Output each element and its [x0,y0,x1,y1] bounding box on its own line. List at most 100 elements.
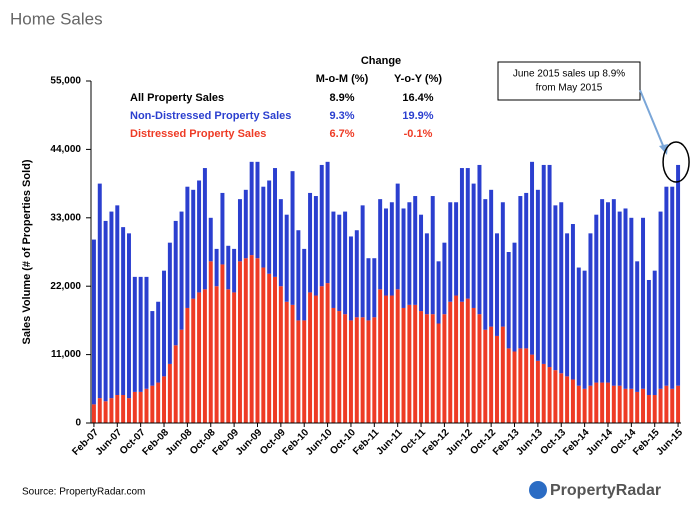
bar-segment [337,311,342,423]
bar-segment [670,388,675,423]
bar-segment [103,401,108,423]
bar-segment [214,286,219,423]
bar-segment [454,295,459,423]
bar-segment [167,363,172,423]
bar-segment [641,388,646,423]
bar-segment [623,208,628,389]
bar-segment [413,304,418,423]
bar-segment [360,317,365,423]
bar-segment [489,189,494,327]
bar-segment [267,180,272,274]
bar-segment [97,398,102,423]
logo-icon [529,481,547,499]
annotation-line: from May 2015 [536,83,603,94]
bar-segment [156,382,161,423]
bar-segment [97,183,102,399]
bar-segment [605,202,610,383]
bar-segment [401,307,406,423]
bar-segment [553,205,558,371]
bar-segment [471,307,476,423]
bar-segment [208,217,213,262]
y-tick-label: 0 [75,418,81,429]
bar-segment [191,298,196,423]
table-column-header: Y-o-Y (%) [394,73,442,85]
bar-segment [378,199,383,290]
x-tick-label: Jun-11 [374,427,404,457]
bar-segment [395,183,400,290]
bar-segment [220,192,225,265]
bar-segment [126,233,131,399]
bar-segment [600,382,605,423]
bar-segment [512,351,517,423]
bar-segment [162,270,167,377]
bar-segment [465,168,470,299]
bar-segment [103,220,108,402]
bar-segment [541,363,546,423]
bar-segment [518,348,523,423]
bar-segment [243,258,248,423]
bar-segment [535,189,540,361]
bar-segment [249,161,254,256]
bar-segment [611,385,616,423]
bar-segment [483,329,488,423]
bar-segment [506,252,511,349]
bar-segment [506,348,511,423]
bar-segment [570,379,575,423]
bar-segment [389,202,394,296]
bar-segment [360,205,365,318]
bar-segment [594,214,599,383]
bar-segment [202,168,207,290]
bar-segment [331,211,336,308]
bar-segment [378,289,383,423]
bar-segment [138,391,143,423]
bar-segment [109,211,114,399]
highlight-ellipse [662,141,690,183]
bar-segment [354,230,359,318]
bar-segment [284,301,289,423]
annotation-arrow [639,89,665,149]
bar-segment [495,335,499,423]
bar-segment [565,233,570,377]
bar-segment [343,314,348,423]
bar-segment [150,385,155,423]
bar-segment [132,276,137,392]
bar-segment [384,208,388,296]
bar-segment [524,348,529,423]
bar-segment [483,199,488,330]
bar-segment [401,208,406,308]
bar-segment [278,199,283,287]
bar-segment [424,233,429,315]
bar-segment [530,161,535,355]
bar-segment [565,376,570,423]
bar-segment [150,311,155,386]
bar-segment [471,183,476,308]
bar-segment [325,161,330,284]
bar-segment [372,258,377,318]
logo: PropertyRadar [550,482,661,499]
bar-segment [232,292,237,423]
annotation-box [497,61,641,101]
bar-segment [646,279,651,396]
bar-segment [535,360,540,423]
table-cell: 19.9% [402,110,433,122]
x-tick-label: Jun-12 [444,427,475,458]
bar-segment [524,192,529,349]
bar-segment [658,388,663,423]
bar-segment [261,267,266,423]
bar-segment [255,161,260,259]
bar-segment [185,307,190,423]
bar-segment [273,276,277,423]
y-tick-label: 22,000 [50,281,81,292]
bar-segment [530,354,535,423]
bar-segment [302,320,307,423]
bar-segment [658,211,663,389]
bar-segment [278,286,283,423]
bar-segment [442,314,447,423]
bar-segment [126,398,131,423]
page-title: Home Sales [10,9,103,28]
x-tick-label: Jun-09 [234,427,265,458]
x-tick-label: Jun-15 [654,427,685,458]
bar-segment [629,217,634,389]
bar-segment [197,292,202,423]
